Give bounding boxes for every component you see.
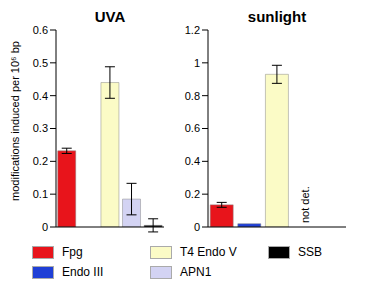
html-text:APN1: APN1 xyxy=(180,265,212,279)
svg-text:0.4: 0.4 xyxy=(185,155,200,167)
svg-text:0.6: 0.6 xyxy=(185,122,200,134)
svg-text:1.2: 1.2 xyxy=(185,24,200,36)
html-text:sunlight: sunlight xyxy=(247,8,307,25)
svg-text:0.2: 0.2 xyxy=(185,188,200,200)
svg-text:not det.: not det. xyxy=(299,186,311,223)
svg-text:0.6: 0.6 xyxy=(33,24,48,36)
html-text:UVA: UVA xyxy=(94,8,126,25)
svg-text:1: 1 xyxy=(194,57,200,69)
html-text:Endo III: Endo III xyxy=(62,265,104,279)
svg-text:0.8: 0.8 xyxy=(185,90,200,102)
svg-text:0.5: 0.5 xyxy=(33,57,48,69)
html-text:modifications induced per 10⁶: modifications induced per 10⁶ bp xyxy=(9,40,21,201)
svg-text:0.4: 0.4 xyxy=(33,90,48,102)
svg-text:0.3: 0.3 xyxy=(33,122,48,134)
svg-text:0: 0 xyxy=(42,221,48,233)
html-text:T4 Endo V: T4 Endo V xyxy=(180,245,237,259)
html-text:Fpg: Fpg xyxy=(62,245,83,259)
svg-text:0.1: 0.1 xyxy=(33,188,48,200)
svg-text:0.2: 0.2 xyxy=(33,155,48,167)
svg-text:0: 0 xyxy=(194,221,200,233)
html-text:SSB: SSB xyxy=(298,245,322,259)
